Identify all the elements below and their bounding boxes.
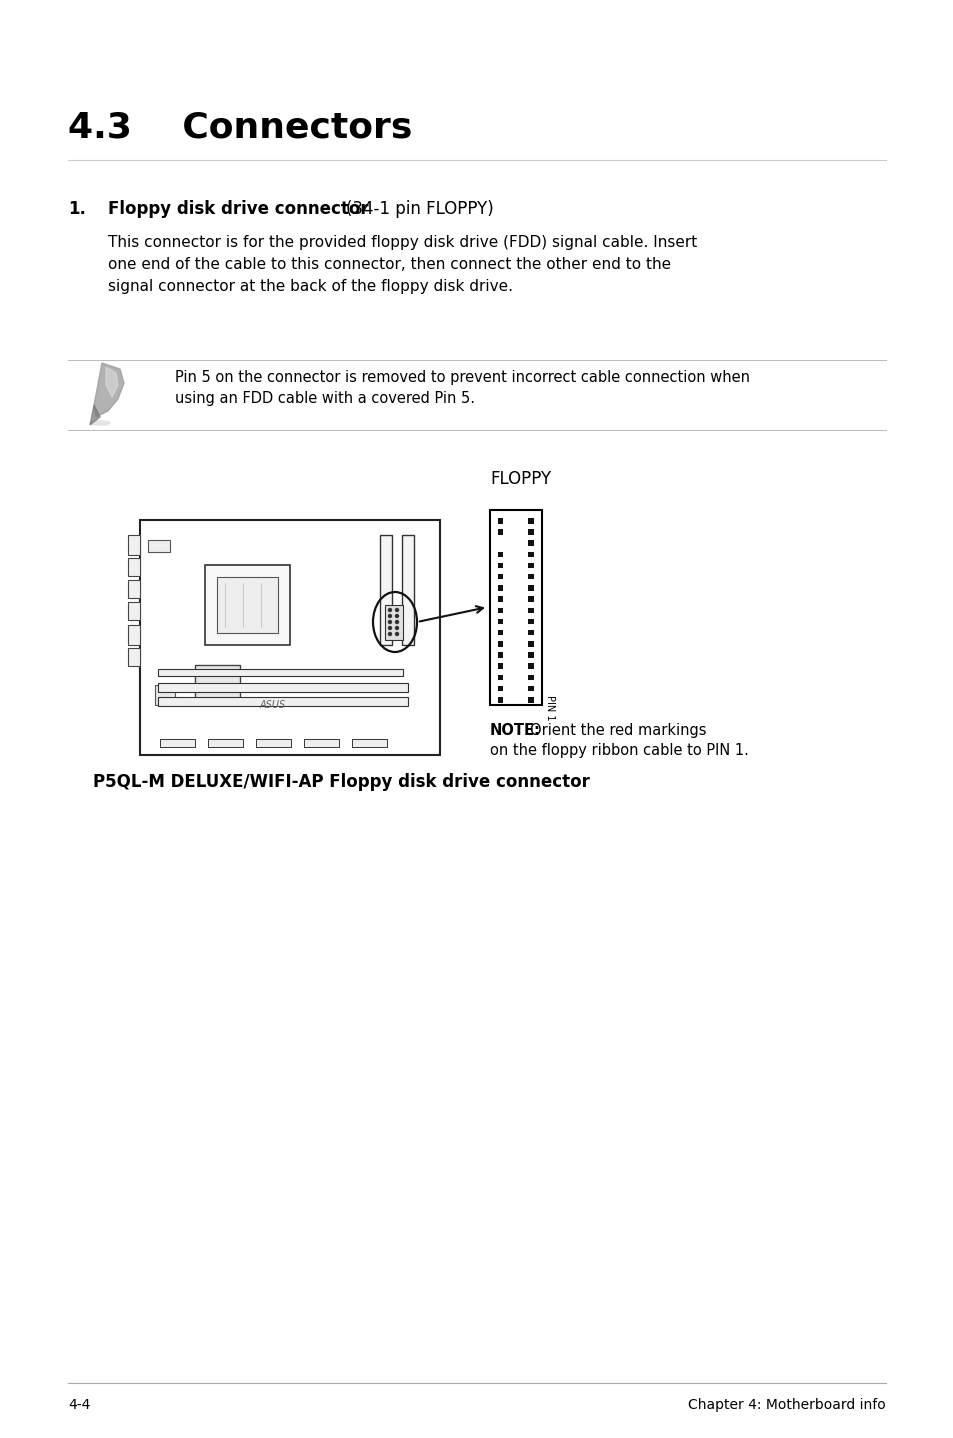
Circle shape	[388, 614, 391, 617]
Bar	[128, 603, 140, 620]
Text: 4-4: 4-4	[68, 1398, 91, 1412]
Circle shape	[388, 633, 391, 636]
Text: Pin 5 on the connector is removed to prevent incorrect cable connection when: Pin 5 on the connector is removed to pre…	[174, 370, 749, 385]
Bar	[194, 664, 240, 703]
Circle shape	[395, 621, 398, 624]
Bar	[528, 562, 534, 568]
Bar	[497, 618, 503, 624]
Bar	[490, 510, 541, 705]
Bar	[497, 697, 503, 703]
Bar	[528, 597, 534, 603]
Bar	[158, 683, 408, 692]
Bar	[160, 739, 194, 746]
Bar	[352, 739, 387, 746]
Text: Orient the red markings: Orient the red markings	[530, 723, 706, 738]
Bar	[528, 697, 534, 703]
Bar	[528, 529, 534, 535]
Text: PIN 1: PIN 1	[544, 695, 555, 720]
Bar	[497, 597, 503, 603]
Bar	[216, 577, 277, 633]
Bar	[140, 521, 439, 755]
Bar	[158, 697, 408, 706]
Bar	[528, 630, 534, 636]
Text: signal connector at the back of the floppy disk drive.: signal connector at the back of the flop…	[108, 279, 513, 293]
Polygon shape	[106, 367, 118, 397]
Text: using an FDD cable with a covered Pin 5.: using an FDD cable with a covered Pin 5.	[174, 391, 475, 406]
Bar	[497, 641, 503, 647]
Text: one end of the cable to this connector, then connect the other end to the: one end of the cable to this connector, …	[108, 257, 670, 272]
Bar	[128, 649, 140, 666]
Circle shape	[388, 608, 391, 611]
Circle shape	[395, 614, 398, 617]
Circle shape	[388, 627, 391, 630]
Circle shape	[395, 608, 398, 611]
Bar	[128, 535, 140, 555]
Bar	[208, 739, 243, 746]
Text: FLOPPY: FLOPPY	[490, 470, 551, 487]
Text: on the floppy ribbon cable to PIN 1.: on the floppy ribbon cable to PIN 1.	[490, 743, 748, 758]
Bar	[497, 562, 503, 568]
Bar	[497, 518, 503, 523]
Bar	[497, 653, 503, 657]
Bar	[528, 552, 534, 557]
Bar	[528, 653, 534, 657]
Bar	[158, 669, 402, 676]
Bar	[528, 641, 534, 647]
Circle shape	[395, 627, 398, 630]
Bar	[205, 565, 290, 646]
Bar	[379, 535, 392, 646]
Bar	[497, 607, 503, 613]
Bar	[128, 580, 140, 598]
Text: Chapter 4: Motherboard info: Chapter 4: Motherboard info	[687, 1398, 885, 1412]
Bar	[528, 618, 534, 624]
Bar	[128, 558, 140, 577]
Circle shape	[395, 633, 398, 636]
Bar	[528, 686, 534, 692]
Bar	[528, 541, 534, 546]
Text: NOTE:: NOTE:	[490, 723, 540, 738]
Bar	[304, 739, 338, 746]
Text: 4.3    Connectors: 4.3 Connectors	[68, 109, 412, 144]
Bar	[528, 585, 534, 591]
Bar	[528, 663, 534, 669]
Bar	[497, 686, 503, 692]
Bar	[497, 630, 503, 636]
Bar	[128, 626, 140, 646]
Text: ASUS: ASUS	[260, 700, 286, 710]
Bar	[528, 607, 534, 613]
Text: P5QL-M DELUXE/WIFI-AP Floppy disk drive connector: P5QL-M DELUXE/WIFI-AP Floppy disk drive …	[92, 774, 589, 791]
Bar	[528, 674, 534, 680]
Bar	[497, 663, 503, 669]
Bar	[497, 674, 503, 680]
Text: Floppy disk drive connector: Floppy disk drive connector	[108, 200, 374, 219]
Bar	[497, 552, 503, 557]
Bar	[497, 529, 503, 535]
Ellipse shape	[89, 420, 111, 426]
Bar	[528, 518, 534, 523]
Bar	[497, 585, 503, 591]
Bar	[385, 605, 402, 640]
Text: (34-1 pin FLOPPY): (34-1 pin FLOPPY)	[346, 200, 494, 219]
Text: 1.: 1.	[68, 200, 86, 219]
Bar	[148, 541, 170, 552]
Text: This connector is for the provided floppy disk drive (FDD) signal cable. Insert: This connector is for the provided flopp…	[108, 234, 697, 250]
Polygon shape	[90, 406, 100, 426]
Bar	[497, 574, 503, 580]
Polygon shape	[94, 362, 124, 417]
Bar	[401, 535, 414, 646]
Circle shape	[388, 621, 391, 624]
Bar	[255, 739, 291, 746]
Bar	[154, 684, 174, 705]
Bar	[528, 574, 534, 580]
